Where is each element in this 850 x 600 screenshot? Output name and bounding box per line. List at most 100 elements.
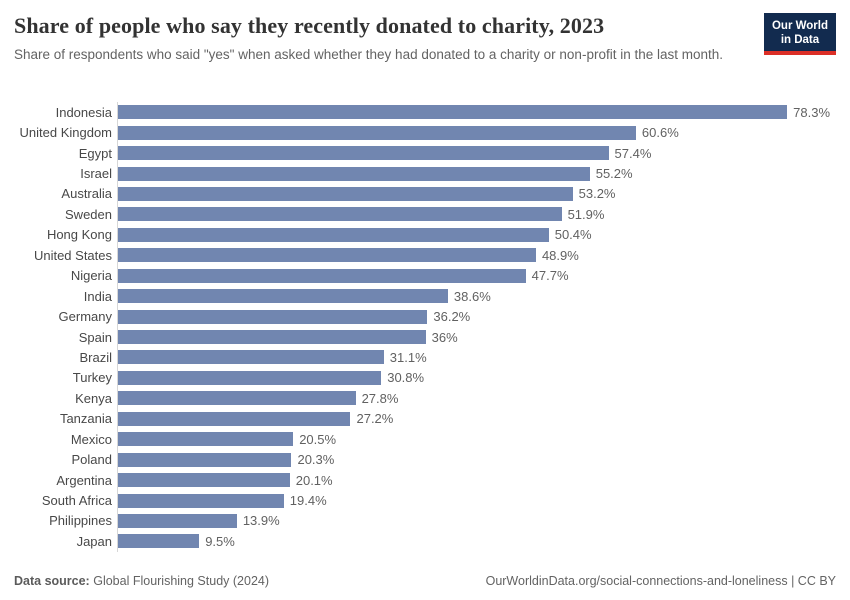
bar-track: 78.3% [117, 102, 836, 123]
bar[interactable] [118, 432, 294, 447]
owid-attribution-link[interactable]: OurWorldinData.org/social-connections-an… [485, 574, 836, 588]
bar[interactable] [118, 513, 237, 528]
value-label: 20.5% [299, 431, 337, 447]
bar-track: 51.9% [117, 204, 836, 225]
value-label: 20.3% [297, 452, 335, 468]
bar-row: Argentina 20.1% [14, 469, 836, 491]
value-label: 47.7% [531, 268, 569, 284]
country-label: Mexico [70, 431, 112, 447]
country-label: Nigeria [70, 268, 112, 284]
bar-row: Australia 53.2% [14, 183, 836, 205]
bar-track: 36.2% [117, 306, 836, 327]
bar[interactable] [118, 473, 290, 488]
data-source-value: Global Flourishing Study (2024) [93, 574, 270, 588]
country-label: Philippines [49, 513, 112, 529]
bar-row: United States 48.9% [14, 245, 836, 266]
bar-chart: Indonesia 78.3% United Kingdom 60.6% Egypt 57… [14, 102, 836, 552]
value-label: 78.3% [793, 104, 831, 120]
bar[interactable] [118, 452, 292, 467]
value-label: 50.4% [554, 227, 592, 243]
country-label: Argentina [56, 472, 112, 488]
value-label: 36% [431, 329, 458, 345]
bar[interactable] [118, 248, 536, 263]
country-label: Australia [61, 186, 112, 202]
bar[interactable] [118, 146, 609, 161]
value-label: 19.4% [289, 493, 327, 509]
bar-row: Hong Kong 50.4% [14, 224, 836, 246]
country-label: Indonesia [55, 104, 112, 120]
bar[interactable] [118, 391, 356, 406]
bar-track: 48.9% [117, 245, 836, 266]
bar[interactable] [118, 105, 788, 120]
bar-row: Tanzania 27.2% [14, 408, 836, 429]
country-label: Sweden [65, 206, 112, 222]
country-label: Poland [71, 452, 112, 468]
bar[interactable] [118, 370, 382, 385]
country-label: Tanzania [59, 411, 112, 427]
bar-track: 31.1% [117, 347, 836, 368]
bar-track: 27.8% [117, 388, 836, 409]
owid-logo-line2: in Data [780, 34, 820, 47]
bar-row: Egypt 57.4% [14, 142, 836, 164]
bar[interactable] [118, 534, 200, 549]
bar[interactable] [118, 166, 590, 181]
value-label: 27.8% [361, 390, 399, 406]
value-label: 30.8% [387, 370, 425, 386]
bar-row: Poland 20.3% [14, 449, 836, 470]
bar-rows: Indonesia 78.3% United Kingdom 60.6% Egypt 57… [14, 102, 836, 552]
owid-logo-line1: Our World [771, 20, 828, 32]
header: Share of people who say they recently do… [0, 0, 850, 65]
value-label: 53.2% [578, 186, 616, 202]
bar[interactable] [118, 350, 384, 365]
data-source: Data source: Global Flourishing Study (2… [14, 574, 269, 588]
bar-row: Kenya 27.8% [14, 388, 836, 409]
bar-row: Spain 36% [14, 326, 836, 348]
bar[interactable] [118, 289, 448, 304]
bar[interactable] [118, 227, 549, 242]
country-label: Turkey [72, 370, 112, 386]
country-label: Hong Kong [46, 227, 112, 243]
bar-track: 57.4% [117, 142, 836, 164]
country-label: India [83, 288, 112, 304]
bar[interactable] [118, 411, 351, 426]
country-label: United Kingdom [19, 125, 113, 141]
bar-track: 19.4% [117, 490, 836, 511]
bar-track: 9.5% [117, 531, 836, 552]
value-label: 51.9% [567, 206, 605, 222]
bar-track: 38.6% [117, 285, 836, 307]
bar-track: 30.8% [117, 367, 836, 389]
country-label: Germany [58, 309, 112, 325]
country-label: Brazil [79, 349, 112, 365]
bar[interactable] [118, 309, 428, 324]
value-label: 27.2% [356, 411, 394, 427]
bar-track: 13.9% [117, 510, 836, 532]
bar-row: Japan 9.5% [14, 531, 836, 552]
country-label: Israel [80, 166, 112, 182]
bar[interactable] [118, 268, 526, 283]
country-label: South Africa [41, 493, 112, 509]
value-label: 9.5% [205, 533, 235, 549]
bar[interactable] [118, 207, 562, 222]
header-text: Share of people who say they recently do… [14, 13, 723, 65]
bar[interactable] [118, 186, 573, 201]
bar-row: United Kingdom 60.6% [14, 122, 836, 143]
bar-track: 47.7% [117, 265, 836, 286]
bar[interactable] [118, 493, 284, 508]
bar-track: 53.2% [117, 183, 836, 205]
value-label: 13.9% [242, 513, 280, 529]
bar[interactable] [118, 330, 426, 345]
bar-track: 20.1% [117, 469, 836, 491]
bar-row: Turkey 30.8% [14, 367, 836, 389]
bar-track: 50.4% [117, 224, 836, 246]
country-label: United States [33, 247, 112, 263]
bar[interactable] [118, 125, 636, 140]
value-label: 20.1% [295, 472, 333, 488]
country-label: Kenya [75, 390, 112, 406]
bar-row: Indonesia 78.3% [14, 102, 836, 123]
bar-row: Nigeria 47.7% [14, 265, 836, 286]
chart-subtitle: Share of respondents who said "yes" when… [14, 47, 724, 63]
data-source-label: Data source: [14, 574, 90, 588]
footer: Data source: Global Flourishing Study (2… [14, 574, 836, 588]
chart-title: Share of people who say they recently do… [14, 13, 605, 38]
